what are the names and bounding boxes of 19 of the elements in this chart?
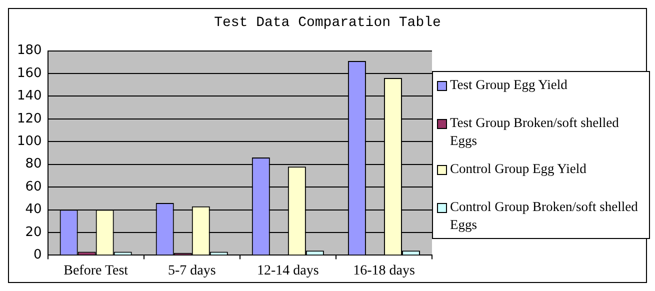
y-tick-label: 160 bbox=[16, 66, 42, 81]
y-tick-label: 60 bbox=[25, 179, 42, 194]
legend-label: Control Group Egg Yield bbox=[450, 160, 586, 178]
y-tick-label: 140 bbox=[16, 88, 42, 104]
x-tick-label: 5-7 days bbox=[168, 263, 216, 278]
legend-label: Test Group Broken/soft shelled Eggs bbox=[450, 114, 620, 150]
y-tick-label: 0 bbox=[34, 248, 42, 263]
y-tick-label: 20 bbox=[25, 224, 42, 240]
y-tick-label: 100 bbox=[16, 134, 42, 150]
legend-label: Test Group Egg Yield bbox=[450, 76, 568, 94]
y-tick-label: 40 bbox=[25, 202, 42, 218]
y-tick-label: 180 bbox=[16, 43, 42, 58]
chart-title: Test Data Comparation Table bbox=[213, 15, 442, 31]
x-tick-label: Before Test bbox=[64, 263, 128, 278]
y-tick-label: 80 bbox=[25, 156, 42, 172]
legend-label: Control Group Broken/soft shelled Eggs bbox=[450, 198, 639, 234]
y-tick-label: 120 bbox=[16, 111, 42, 126]
x-tick-label: 16-18 days bbox=[353, 263, 415, 278]
x-tick-label: 12-14 days bbox=[257, 263, 319, 278]
